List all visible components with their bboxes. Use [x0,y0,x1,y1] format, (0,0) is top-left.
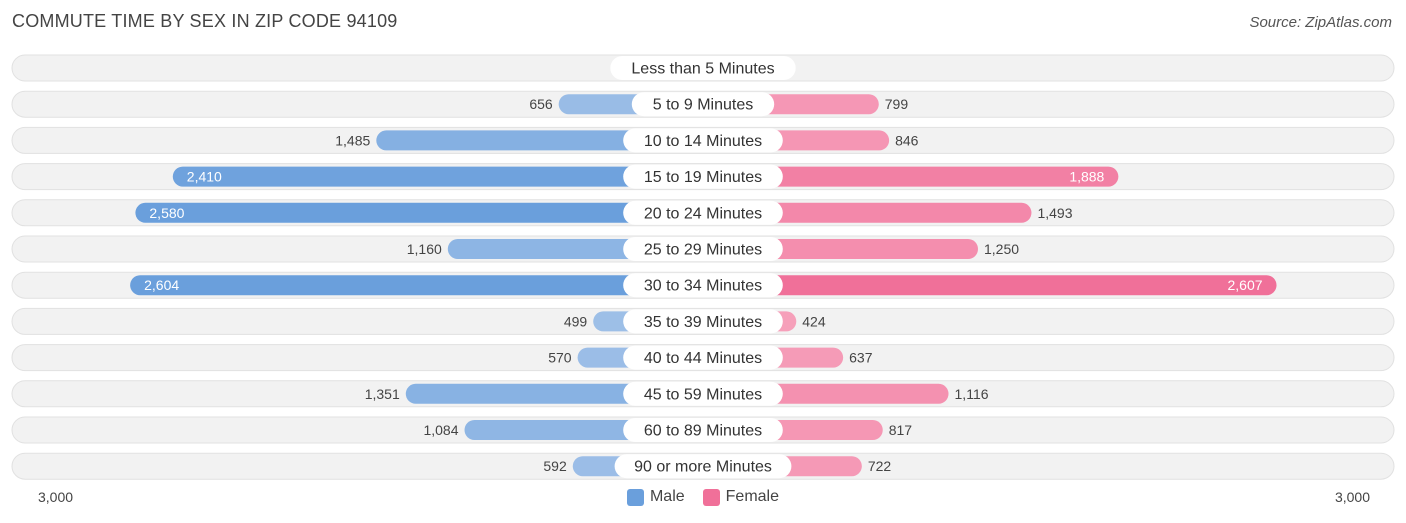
female-value-label: 722 [868,458,892,474]
female-value-label: 799 [885,96,909,112]
female-value-label: 1,250 [984,241,1019,257]
category-label: 15 to 19 Minutes [644,169,762,186]
category-pill [623,309,783,334]
male-bar [130,275,703,296]
male-value-label: 2,410 [187,169,222,185]
female-value-label: 1,493 [1037,205,1072,221]
category-label: 30 to 34 Minutes [644,278,762,295]
category-pill [623,237,783,261]
male-value-label: 592 [543,458,567,474]
legend-label-female: Female [725,488,780,505]
legend-label-male: Male [649,488,685,505]
male-bar [172,166,704,187]
female-value-label: 637 [849,350,873,366]
category-label: 5 to 9 Minutes [653,97,754,114]
axis-right-label: 3,000 [1334,489,1370,505]
female-value-label: 424 [802,313,826,329]
male-value-label: 499 [564,313,588,329]
legend-swatch-female [702,488,720,506]
category-label: 10 to 14 Minutes [644,133,762,150]
category-label: 20 to 24 Minutes [644,205,762,222]
male-value-label: 1,351 [365,386,400,402]
category-pill [623,128,783,153]
category-pill [614,454,792,479]
male-value-label: 570 [548,350,572,366]
category-label: 25 to 29 Minutes [644,242,762,259]
male-value-label: 1,485 [335,132,370,148]
male-value-label: 2,580 [149,205,184,221]
category-pill [631,92,775,117]
legend-item-male[interactable]: Male [626,488,685,506]
male-value-label: 656 [529,96,553,112]
category-pill [623,418,783,442]
male-value-label: 1,084 [423,422,458,438]
female-value-label: 1,116 [955,386,989,402]
male-value-label: 1,160 [407,241,442,257]
category-pill [623,200,783,225]
female-value-label: 1,888 [1069,169,1104,185]
axis-left-label: 3,000 [38,489,74,505]
category-label: 60 to 89 Minutes [644,423,762,440]
category-label: 35 to 39 Minutes [644,314,762,331]
male-value-label: 2,604 [144,277,179,293]
category-pill [623,273,783,298]
category-label: 40 to 44 Minutes [644,350,762,367]
category-pill [623,381,783,406]
category-pill [623,164,783,189]
male-bar [376,130,703,151]
female-value-label: 2,607 [1227,277,1262,293]
category-pill [610,56,796,80]
legend-item-female[interactable]: Female [702,488,780,506]
legend-swatch-male [626,488,644,506]
legend: Male Female [0,488,1406,506]
female-value-label: 817 [889,422,913,438]
female-bar [703,202,1032,223]
female-value-label: 846 [895,132,919,148]
male-bar [135,202,703,223]
category-label: 90 or more Minutes [634,459,772,476]
female-bar [703,166,1119,187]
category-label: 45 to 59 Minutes [644,386,762,403]
category-pill [623,345,783,370]
category-label: Less than 5 Minutes [631,61,774,78]
chart-title: COMMUTE TIME BY SEX IN ZIP CODE 94109 [12,11,398,31]
chart-source: Source: ZipAtlas.com [1249,14,1392,31]
female-bar [703,275,1277,296]
